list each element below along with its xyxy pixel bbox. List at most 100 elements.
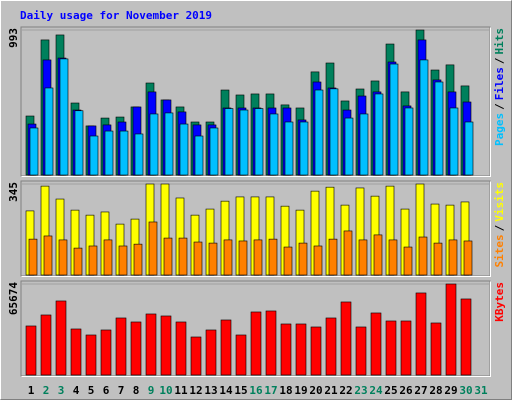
bar xyxy=(445,283,457,376)
legend-entry: KBytes xyxy=(493,282,506,322)
bar xyxy=(250,311,262,376)
x-tick-label: 2 xyxy=(43,384,50,397)
legend: Sites / Visits xyxy=(493,182,506,268)
bar xyxy=(284,121,294,176)
bar xyxy=(28,238,38,276)
bar xyxy=(358,239,368,276)
bar xyxy=(448,239,458,276)
y-tick-label: 345 xyxy=(7,182,20,202)
bar xyxy=(328,238,338,276)
x-tick-label: 30 xyxy=(459,384,472,397)
x-tick-label: 26 xyxy=(399,384,413,397)
x-tick-label: 24 xyxy=(369,384,383,397)
bar xyxy=(103,239,113,276)
x-tick-label: 8 xyxy=(133,384,140,397)
bar xyxy=(193,241,203,276)
bar xyxy=(205,329,217,376)
bar xyxy=(190,336,202,376)
x-tick-label: 4 xyxy=(73,384,80,397)
bar xyxy=(100,329,112,376)
bar xyxy=(163,237,173,276)
bar xyxy=(434,81,444,176)
legend-entry: Sites xyxy=(493,234,506,267)
bar xyxy=(310,326,322,376)
bar xyxy=(329,88,339,176)
bar xyxy=(340,301,352,376)
bar xyxy=(44,87,54,176)
bar xyxy=(239,109,249,176)
bar xyxy=(88,245,98,276)
x-tick-label: 9 xyxy=(148,384,155,397)
x-tick-label: 11 xyxy=(174,384,188,397)
bar xyxy=(388,239,398,276)
x-tick-label: 14 xyxy=(219,384,233,397)
bar xyxy=(374,93,384,176)
bar xyxy=(460,298,472,376)
x-tick-label: 19 xyxy=(294,384,307,397)
bar xyxy=(223,239,233,276)
bar xyxy=(400,320,412,376)
bar xyxy=(254,108,264,176)
bar xyxy=(268,238,278,276)
bar xyxy=(269,113,279,176)
legend-separator: / xyxy=(493,103,506,110)
bar xyxy=(89,135,99,176)
chart-title: Daily usage for November 2019 xyxy=(20,9,212,22)
legend-entry: Files xyxy=(493,67,506,100)
bar xyxy=(464,121,474,176)
bar xyxy=(179,123,189,176)
bar xyxy=(418,236,428,276)
bar xyxy=(403,246,413,276)
bar xyxy=(253,239,263,276)
x-tick-label: 21 xyxy=(324,384,338,397)
bar xyxy=(148,221,158,276)
legend-entry: Visits xyxy=(493,182,506,222)
bar xyxy=(149,113,159,176)
bar xyxy=(283,246,293,276)
bar xyxy=(119,130,129,176)
x-tick-label: 23 xyxy=(354,384,367,397)
bar xyxy=(43,235,53,276)
bar xyxy=(415,292,427,376)
bar xyxy=(359,113,369,176)
x-tick-label: 27 xyxy=(414,384,427,397)
bar xyxy=(463,240,473,276)
bar xyxy=(370,312,382,376)
bar xyxy=(449,107,459,176)
bar xyxy=(58,239,68,276)
bar xyxy=(160,315,172,376)
bar xyxy=(118,245,128,276)
bar xyxy=(355,326,367,376)
bar xyxy=(59,58,69,176)
bar xyxy=(298,242,308,276)
bar xyxy=(104,130,114,176)
bar xyxy=(175,321,187,376)
bar xyxy=(145,313,157,376)
x-tick-label: 10 xyxy=(159,384,172,397)
bar xyxy=(299,121,309,176)
panel-edge xyxy=(21,27,491,177)
bar xyxy=(115,317,127,376)
panel-edge xyxy=(21,181,491,277)
x-tick-label: 22 xyxy=(339,384,352,397)
bar xyxy=(344,117,354,176)
x-tick-label: 17 xyxy=(264,384,277,397)
bar xyxy=(280,323,292,376)
panel-edge xyxy=(21,281,491,377)
bar xyxy=(389,63,399,176)
x-tick-label: 15 xyxy=(234,384,247,397)
bar xyxy=(404,107,414,176)
bar xyxy=(433,242,443,276)
y-tick-label: 65674 xyxy=(7,282,20,315)
bar xyxy=(208,242,218,276)
x-tick-label: 28 xyxy=(429,384,442,397)
legend-entry: Pages xyxy=(493,113,506,146)
x-tick-label: 20 xyxy=(309,384,322,397)
bar xyxy=(238,240,248,276)
bar xyxy=(74,110,84,176)
bar xyxy=(85,334,97,376)
legend-entry: Hits xyxy=(493,28,506,55)
bar xyxy=(235,334,247,376)
